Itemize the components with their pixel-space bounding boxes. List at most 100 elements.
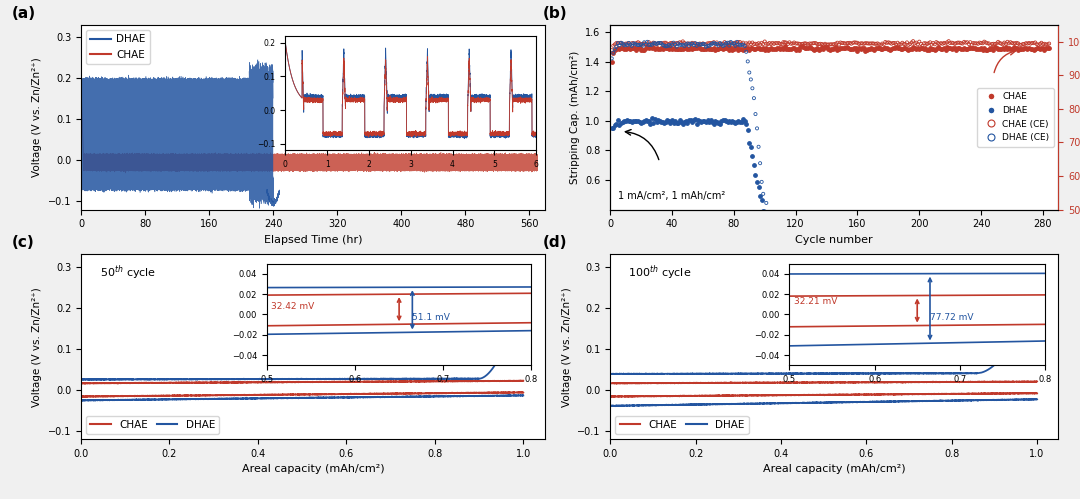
Point [861,45,878,53]
Point [878,39,895,47]
Point [692,40,710,48]
Point [644,114,661,122]
Point [703,45,720,53]
Point [730,40,747,48]
Point [753,39,770,47]
Point [605,49,622,57]
Point [853,39,870,47]
Point [963,44,981,52]
Point [725,40,742,48]
Point [961,44,978,52]
Point [1022,39,1039,47]
Point [910,38,928,46]
Point [619,39,636,47]
Point [802,39,820,47]
Point [1005,43,1023,51]
Point [940,37,957,45]
Point [929,39,946,47]
Point [880,38,897,46]
Point [752,159,769,167]
Point [934,40,951,48]
Point [613,39,631,47]
Point [1008,44,1025,52]
Point [1017,39,1035,47]
Point [863,44,880,52]
Point [745,94,762,102]
Point [773,259,791,267]
Point [982,41,999,49]
Point [795,43,812,51]
Point [685,44,702,52]
Point [900,45,917,53]
Point [656,42,673,50]
Point [888,40,905,48]
Point [780,40,797,48]
Point [652,39,670,47]
Point [1018,39,1036,47]
Point [747,40,765,48]
Point [691,117,708,125]
Point [669,45,686,53]
Point [680,44,698,52]
Point [758,39,775,47]
Point [881,39,899,47]
Point [730,38,747,46]
Point [881,46,899,54]
Point [662,43,679,51]
Point [691,39,708,47]
Point [971,45,988,53]
Point [688,40,705,48]
Point [659,42,676,50]
Point [606,121,623,129]
Point [708,40,726,48]
Point [773,242,791,250]
Point [832,44,849,52]
Point [978,46,996,54]
Point [927,40,944,48]
Point [619,116,636,124]
Point [670,119,687,127]
Point [734,115,752,123]
Point [760,226,778,234]
Point [1031,45,1049,53]
Point [907,38,924,46]
Point [834,39,851,47]
Point [799,44,816,52]
Point [692,118,710,126]
Point [624,39,642,47]
Point [780,259,797,267]
Legend: CHAE, DHAE: CHAE, DHAE [86,416,219,434]
Point [924,39,942,47]
Point [612,39,630,47]
Point [648,40,665,48]
Point [872,41,889,49]
Point [669,42,686,50]
Point [828,39,846,47]
Point [906,44,923,52]
Point [717,44,734,52]
Point [609,39,626,47]
Point [674,45,691,53]
Point [867,44,885,52]
Point [744,44,761,52]
Point [967,39,984,47]
Point [964,44,982,52]
Point [1007,44,1024,52]
Point [913,44,930,52]
Point [1038,40,1055,48]
Point [834,43,851,51]
Point [824,40,841,48]
Point [968,45,985,53]
Point [617,117,634,125]
Point [642,41,659,49]
Point [635,117,652,125]
Point [731,45,748,53]
Point [759,46,777,54]
Point [688,44,705,52]
Point [1016,44,1034,52]
Point [777,38,794,46]
Point [616,117,633,125]
Point [780,278,797,286]
Point [801,43,819,51]
Point [828,45,846,53]
